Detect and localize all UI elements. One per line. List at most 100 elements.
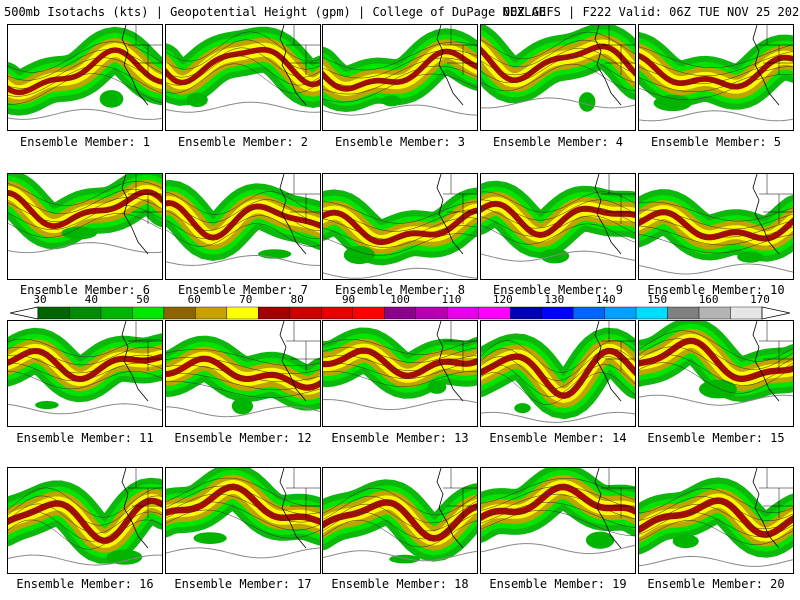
colorbar-tick-label: 130 (544, 293, 565, 306)
height-contour (639, 74, 793, 101)
ensemble-member-map (7, 320, 163, 427)
ensemble-member-map (7, 24, 163, 131)
colorbar-tick-label: 100 (390, 293, 410, 306)
wind-blob (343, 245, 375, 265)
colorbar-swatch (698, 306, 731, 320)
grey-contour (166, 255, 320, 266)
ensemble-member-map (322, 320, 478, 427)
height-contour (166, 349, 320, 367)
coastline (279, 25, 307, 106)
state-borders (601, 25, 635, 75)
wind-blob (427, 380, 447, 394)
coastline (594, 321, 622, 402)
isotach-map (166, 174, 320, 266)
colorbar-swatch (132, 306, 165, 320)
height-contour (481, 223, 635, 245)
height-contour (639, 504, 793, 529)
ensemble-member-label: Ensemble Member: 8 (334, 283, 466, 297)
wind-blob (737, 251, 764, 263)
colorbar-tick-label: 50 (136, 293, 150, 306)
grey-contour (481, 97, 635, 109)
height-contour (481, 502, 635, 528)
jet-band (323, 499, 477, 542)
ensemble-member-label: Ensemble Member: 11 (16, 431, 154, 445)
height-contour (639, 209, 793, 230)
colorbar-swatch (226, 306, 259, 320)
coastline (436, 25, 464, 106)
colorbar-swatch (604, 306, 637, 320)
state-borders (128, 174, 162, 224)
height-contour (481, 510, 635, 537)
height-contour (166, 191, 320, 215)
height-contour (323, 49, 477, 79)
coastline (279, 321, 307, 402)
colorbar-tick-label: 160 (698, 293, 719, 306)
height-contour (481, 47, 635, 76)
wind-blob (585, 531, 615, 549)
colorbar-tick-label: 170 (750, 293, 770, 306)
height-contour (323, 519, 477, 548)
grey-contour (323, 550, 477, 562)
wind-blob (578, 92, 596, 112)
jet-band (8, 188, 162, 230)
height-contour (481, 215, 635, 237)
height-contour (166, 485, 320, 515)
state-borders (286, 25, 320, 75)
height-contour (166, 357, 320, 375)
colorbar-tick-label: 40 (84, 293, 99, 306)
height-contour (8, 57, 162, 89)
height-contour (8, 338, 162, 358)
colorbar-right-arrow (761, 306, 790, 320)
wind-blob (61, 226, 98, 240)
ensemble-member-map (480, 173, 636, 280)
ensemble-member-label: Ensemble Member: 7 (177, 283, 309, 297)
height-contour (323, 487, 477, 516)
ensemble-member-map (480, 320, 636, 427)
wind-blob (99, 90, 124, 108)
height-contour (166, 477, 320, 507)
wind-blob (35, 401, 59, 409)
height-contour (481, 486, 635, 511)
colorbar-swatch (258, 306, 291, 320)
state-borders (286, 321, 320, 371)
state-borders (128, 321, 162, 371)
height-contour (323, 495, 477, 524)
colorbar-swatch (509, 306, 542, 320)
height-contour (323, 41, 477, 71)
height-contour (639, 201, 793, 222)
state-borders (759, 468, 793, 518)
height-contour (481, 55, 635, 84)
colorbar-swatch (541, 306, 574, 320)
grey-contour (166, 101, 320, 113)
colorbar-tick-label: 110 (441, 293, 462, 306)
ensemble-member-label: Ensemble Member: 6 (19, 283, 151, 297)
ensemble-member-map (638, 24, 794, 131)
isotach-map (481, 321, 635, 423)
colorbar-swatch (572, 306, 605, 320)
jet-band (166, 355, 320, 391)
height-contour (8, 519, 162, 550)
isotach-map (166, 468, 320, 559)
wind-blob (653, 94, 692, 112)
coastline (279, 174, 307, 255)
isotach-map (166, 321, 320, 418)
ensemble-member-label: Ensemble Member: 5 (650, 135, 782, 149)
height-contour (8, 181, 162, 206)
height-contour (323, 225, 477, 248)
ensemble-member-map (165, 173, 321, 280)
height-contour (323, 355, 477, 371)
colorbar-swatch (730, 306, 763, 320)
wind-blob (231, 397, 253, 415)
isotach-map (639, 468, 793, 567)
height-contour (166, 373, 320, 391)
colorbar-left-arrow (10, 306, 39, 320)
ensemble-member-label: Ensemble Member: 10 (647, 283, 785, 297)
ensemble-member-label: Ensemble Member: 12 (174, 431, 312, 445)
grey-contour (639, 394, 793, 406)
isotach-map (8, 468, 162, 566)
colorbar-tick-label: 120 (492, 293, 513, 306)
coastline (594, 174, 622, 255)
ensemble-member-label: Ensemble Member: 1 (19, 135, 151, 149)
height-contour (481, 348, 635, 381)
height-contour (639, 496, 793, 521)
